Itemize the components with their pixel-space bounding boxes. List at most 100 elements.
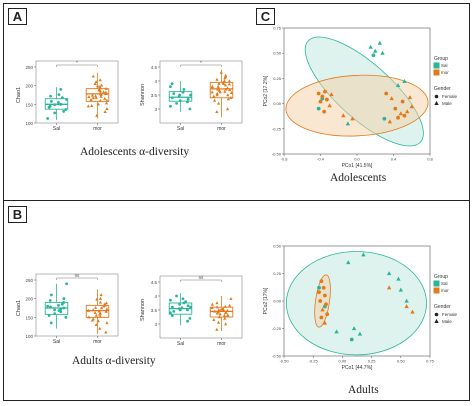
confidence-ellipse-mor [285, 74, 429, 137]
data-point [217, 315, 222, 319]
data-point [170, 305, 174, 309]
data-point [317, 285, 321, 290]
confidence-ellipse-sal [285, 251, 427, 356]
legend-title-group: Group [434, 274, 448, 280]
y-tick-label: 4 [154, 294, 157, 299]
data-point [104, 92, 108, 96]
data-point [217, 82, 221, 85]
data-point [223, 75, 228, 78]
x-tick-label: 0.0 [354, 157, 360, 162]
data-point [221, 82, 226, 85]
data-point [395, 83, 401, 88]
data-point [57, 309, 61, 313]
data-point [99, 293, 103, 297]
data-point [47, 105, 51, 109]
data-point [57, 101, 60, 104]
data-point [357, 331, 363, 336]
x-tick-label: -0.25 [309, 359, 319, 364]
data-point [98, 98, 103, 102]
data-point [60, 96, 64, 100]
y-tick-label: 0.25 [273, 271, 282, 276]
legend-symbol-male [434, 319, 439, 323]
data-point [59, 88, 63, 91]
data-point [223, 83, 227, 87]
x-tick-label: Sal [177, 341, 184, 347]
data-point [105, 321, 109, 325]
data-point [227, 79, 232, 83]
y-tick-label: 3 [154, 322, 157, 327]
panel-label-c: C [256, 8, 275, 25]
x-tick-label: mor [217, 341, 226, 347]
data-point [407, 95, 413, 100]
data-point [98, 300, 103, 304]
data-point [49, 321, 53, 325]
data-point [402, 113, 407, 118]
data-point [380, 50, 385, 55]
data-point [219, 307, 223, 311]
data-point [90, 318, 95, 322]
data-point [98, 296, 103, 300]
data-point [94, 313, 98, 317]
data-point [103, 303, 107, 307]
data-point [95, 297, 99, 301]
data-point [223, 311, 228, 314]
data-point [210, 85, 214, 89]
data-point [384, 91, 389, 96]
x-tick-label: mor [93, 339, 102, 345]
data-point [341, 113, 346, 118]
data-point [396, 276, 401, 281]
data-point [329, 92, 334, 97]
data-point [94, 305, 98, 309]
data-point [215, 327, 219, 331]
data-point [226, 93, 230, 97]
data-point [170, 96, 174, 100]
y-tick-label: 100 [25, 334, 33, 339]
y-axis-label: Shannon [140, 84, 146, 106]
y-tick-label: -0.50 [272, 354, 282, 359]
data-point [345, 121, 351, 126]
data-point [186, 319, 189, 323]
data-point [222, 79, 227, 83]
data-point [186, 304, 190, 308]
data-point [186, 97, 190, 101]
data-point [170, 82, 174, 86]
data-point [402, 79, 407, 84]
data-point [351, 326, 357, 331]
data-point [216, 87, 220, 91]
y-tick-label: 3.5 [151, 93, 158, 98]
data-point [99, 306, 104, 310]
chart-b-shannon: 3 3.5 4 4.5 Shannon Sal mor ns [140, 275, 243, 347]
box-mor [209, 81, 234, 99]
data-point [175, 294, 178, 298]
x-axis-label: PCo1 [44.7%] [342, 365, 373, 371]
x-tick-label: -0.4 [317, 157, 325, 162]
data-point [323, 89, 327, 94]
data-point [95, 84, 100, 88]
legend-label: Female [442, 94, 458, 99]
y-tick-label: 150 [25, 102, 33, 107]
data-point [215, 110, 219, 113]
data-point [64, 315, 68, 319]
data-point [324, 97, 329, 102]
data-point [95, 113, 99, 117]
data-point [47, 314, 51, 317]
data-point [189, 305, 192, 309]
data-point [182, 88, 186, 91]
data-point [368, 44, 373, 49]
y-tick-label: -0.25 [272, 326, 282, 331]
legend-swatch-sal [433, 280, 440, 287]
data-point [319, 315, 324, 320]
y-tick-label: 3.5 [151, 308, 158, 313]
data-point [98, 78, 102, 82]
data-point [99, 94, 103, 98]
data-point [97, 312, 102, 316]
caption-adolescents-alpha: Adolescents α-diversity [80, 146, 190, 158]
data-point [98, 314, 102, 318]
data-point [104, 309, 108, 313]
data-point [53, 308, 57, 312]
data-point [223, 304, 227, 308]
data-point [217, 89, 222, 92]
data-point [62, 297, 66, 301]
y-tick-label: 0.00 [273, 299, 282, 304]
data-point [48, 299, 52, 302]
